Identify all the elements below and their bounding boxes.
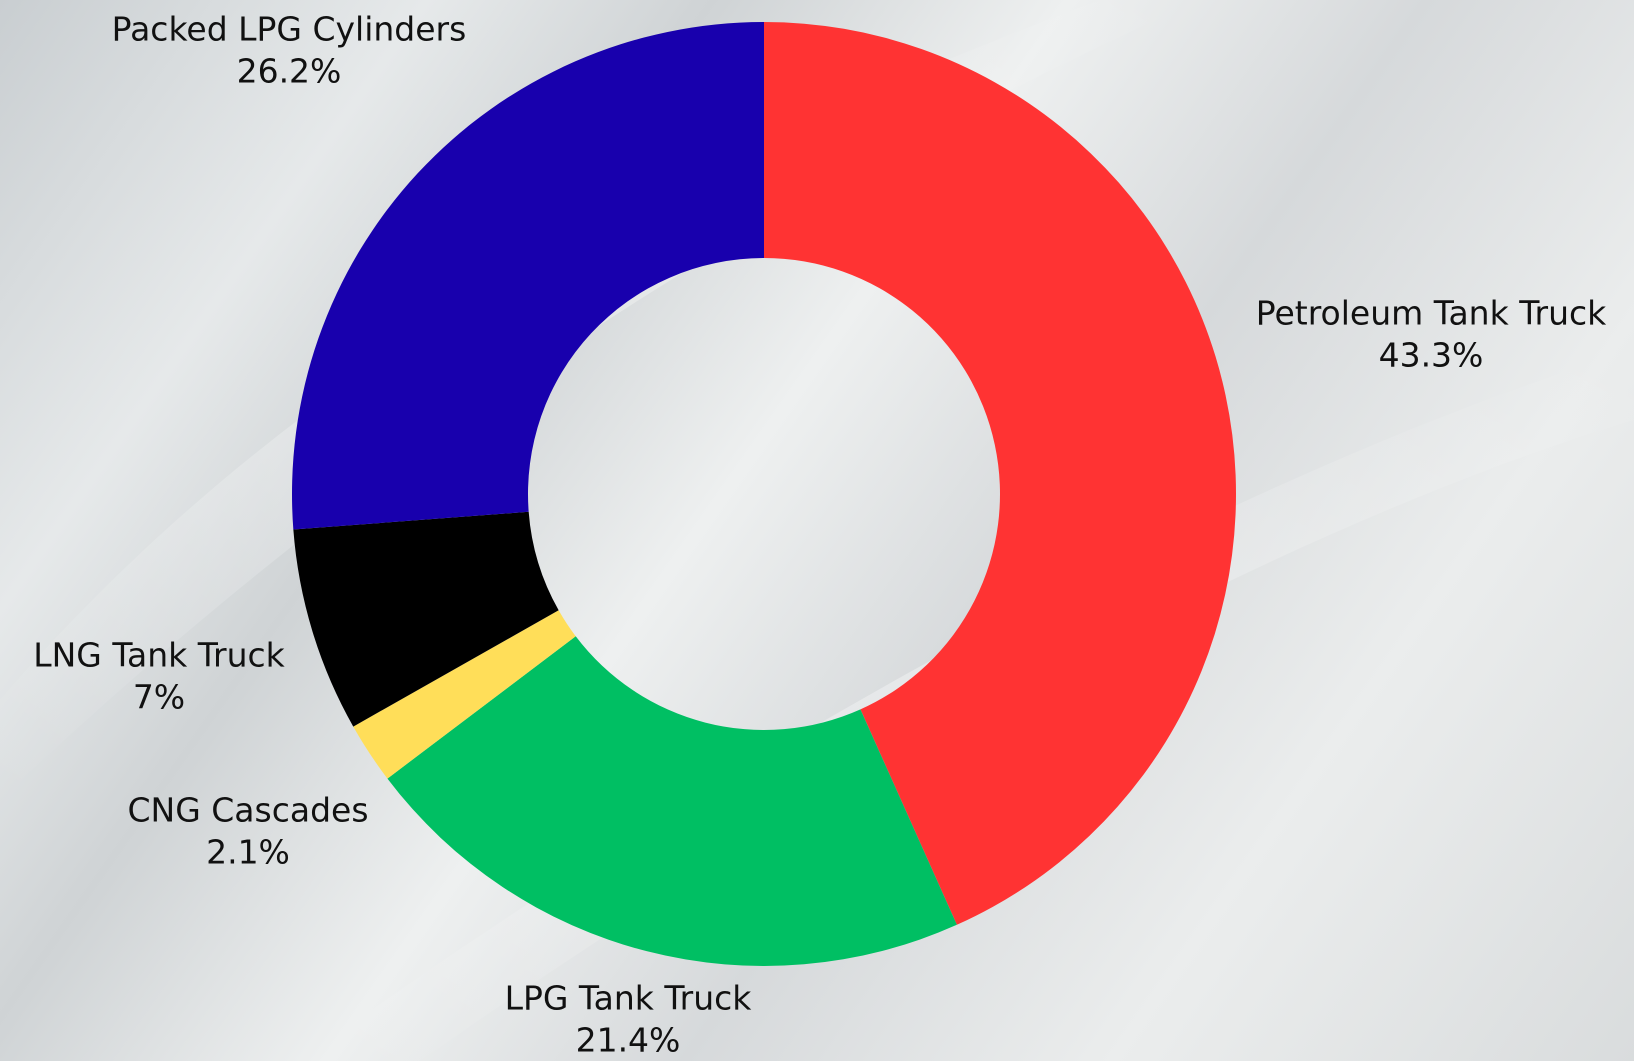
- slice-label: LPG Tank Truck: [505, 979, 753, 1018]
- value-label: 26.2%: [237, 52, 342, 91]
- slice: [353, 610, 576, 779]
- value-label: 2.1%: [206, 833, 290, 872]
- slice-label: CNG Cascades: [127, 791, 368, 830]
- slice-label: LNG Tank Truck: [33, 636, 285, 675]
- value-label: 7%: [133, 678, 185, 717]
- slice: [293, 511, 559, 727]
- slice-label: Packed LPG Cylinders: [112, 10, 467, 49]
- slice: [387, 636, 957, 966]
- value-label: 21.4%: [576, 1021, 681, 1060]
- value-label: 43.3%: [1379, 336, 1484, 375]
- slice-label: Petroleum Tank Truck: [1256, 294, 1607, 333]
- slice: [764, 22, 1236, 925]
- slice: [292, 22, 764, 530]
